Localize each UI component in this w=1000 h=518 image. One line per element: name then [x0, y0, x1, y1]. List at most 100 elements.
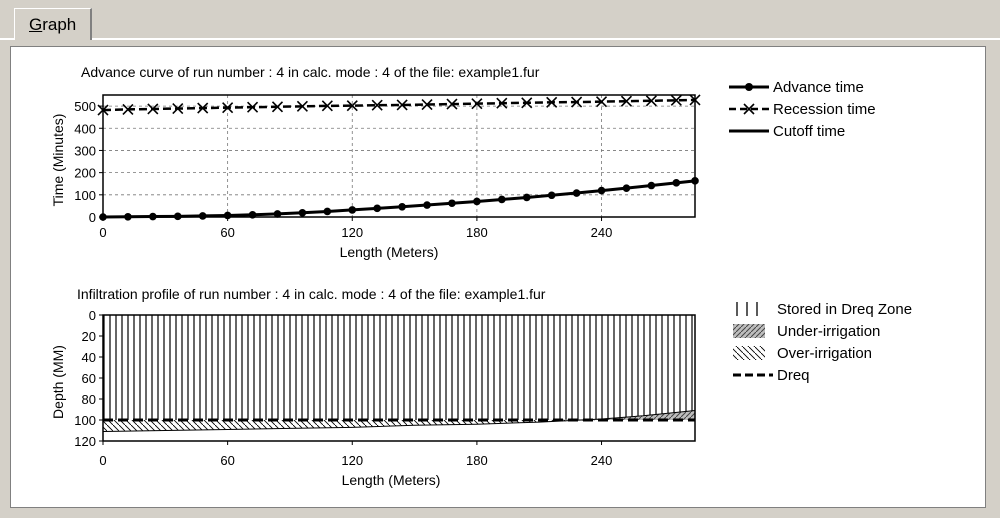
legend-dreq-label: Dreq	[777, 367, 810, 384]
legend-over-label: Over-irrigation	[777, 345, 872, 362]
recession-time-point	[421, 98, 433, 111]
chart1-ytick-label: 0	[89, 210, 96, 225]
recession-time-point	[689, 94, 701, 106]
advance-time-point	[597, 186, 606, 195]
recession-time-point	[147, 103, 159, 115]
recession-marker-stroke	[546, 96, 558, 108]
legend-advance-label: Advance time	[773, 79, 864, 96]
recession-marker-stroke	[471, 98, 483, 110]
recession-time-point	[172, 102, 184, 115]
chart1-ytick-label: 400	[74, 121, 96, 136]
recession-time-point	[296, 100, 308, 112]
advance-time-point	[522, 193, 531, 202]
chart2-ytick-label: 60	[82, 371, 96, 386]
chart1-xtick-label: 60	[220, 225, 234, 240]
chart1-xtick-label: 120	[341, 225, 363, 240]
recession-marker-stroke	[97, 104, 109, 116]
legend-under-label: Under-irrigation	[777, 323, 880, 340]
chart2-xlabel: Length (Meters)	[342, 472, 441, 488]
recession-marker-stroke	[371, 99, 383, 111]
chart1-xtick-label: 180	[466, 225, 488, 240]
chart1-ytick-label: 500	[74, 99, 96, 114]
advance-time-point	[672, 179, 681, 187]
tab-graph-label: Graph	[29, 15, 77, 34]
legend-cutoff-label: Cutoff time	[773, 123, 845, 140]
chart1-title: Advance curve of run number : 4 in calc.…	[81, 64, 540, 80]
recession-time-point	[571, 96, 583, 108]
recession-time-point	[246, 101, 259, 113]
recession-time-point	[546, 96, 558, 108]
recession-marker-stroke	[197, 102, 209, 114]
recession-time-point	[222, 102, 234, 114]
chart2-ytick-label: 0	[89, 308, 96, 323]
advance-time-point	[622, 184, 631, 192]
advance-time-point	[248, 210, 257, 219]
recession-marker-stroke	[571, 96, 583, 108]
recession-marker-stroke	[296, 100, 308, 112]
infiltration-profile-chart: Infiltration profile of run number : 4 i…	[50, 286, 912, 488]
legend-advance-marker	[745, 83, 753, 91]
advance-time-point	[647, 181, 656, 190]
legend-stored-swatch	[736, 302, 758, 316]
recession-marker-stroke	[689, 94, 701, 106]
recession-time-point	[446, 98, 458, 110]
chart1-plot-frame	[102, 94, 696, 218]
advance-time-point	[298, 208, 307, 217]
recession-marker-stroke	[396, 99, 408, 111]
recession-time-point	[645, 95, 657, 107]
legend-over-swatch	[733, 346, 765, 360]
recession-time-point	[396, 99, 408, 111]
recession-marker-stroke	[645, 95, 657, 107]
advance-time-point	[273, 210, 282, 218]
chart1-ytick-label: 200	[74, 166, 96, 181]
recession-marker-stroke	[346, 100, 358, 112]
chart1-xtick-label: 0	[99, 225, 106, 240]
legend-recession-label: Recession time	[773, 101, 876, 118]
recession-marker-stroke	[321, 100, 333, 112]
advance-time-point	[473, 197, 481, 206]
chart2-ytick-label: 40	[82, 350, 96, 365]
legend-under-swatch	[733, 324, 765, 338]
advance-time-point	[124, 212, 132, 221]
advance-time-point	[348, 206, 357, 214]
advance-time-point	[572, 189, 581, 197]
advance-time-point	[547, 191, 556, 200]
advance-time-point	[198, 212, 207, 220]
recession-time-point	[595, 96, 608, 108]
chart2-ylabel: Depth (MM)	[50, 345, 66, 419]
chart2-xtick-label: 0	[99, 453, 106, 468]
tab-graph[interactable]: Graph	[14, 8, 92, 40]
advance-time-point	[691, 177, 699, 185]
recession-time-point	[471, 98, 483, 110]
advance-time-point	[423, 201, 431, 209]
tab-baseline	[0, 38, 1000, 40]
recession-time-point	[122, 103, 134, 115]
recession-marker-stroke	[620, 95, 633, 107]
chart2-ytick-label: 120	[74, 434, 96, 449]
chart2-ytick-label: 20	[82, 329, 96, 344]
chart2-ytick-label: 100	[74, 413, 96, 428]
recession-time-point	[321, 100, 333, 112]
advance-time-point	[448, 199, 456, 208]
chart2-title: Infiltration profile of run number : 4 i…	[77, 286, 546, 302]
chart1-ytick-label: 300	[74, 143, 96, 158]
chart1-ytick-label: 100	[74, 188, 96, 203]
legend-stored-label: Stored in Dreq Zone	[777, 301, 912, 318]
chart1-ylabel: Time (Minutes)	[50, 114, 66, 207]
recession-marker-stroke	[246, 101, 259, 113]
chart2-xtick-label: 60	[220, 453, 234, 468]
advance-time-point	[99, 213, 107, 221]
advance-time-point	[398, 202, 406, 211]
stored-dreq-zone	[103, 315, 695, 420]
recession-time-point	[496, 97, 508, 109]
charts-canvas: Advance curve of run number : 4 in calc.…	[50, 64, 912, 488]
recession-marker-stroke	[222, 102, 234, 114]
recession-marker-stroke	[147, 103, 159, 115]
advance-time-point	[373, 204, 381, 213]
recession-marker-stroke	[122, 103, 134, 115]
recession-time-point	[97, 104, 109, 116]
recession-marker-stroke	[521, 97, 533, 109]
recession-marker-stroke	[172, 102, 184, 115]
chart1-xlabel: Length (Meters)	[340, 244, 439, 260]
